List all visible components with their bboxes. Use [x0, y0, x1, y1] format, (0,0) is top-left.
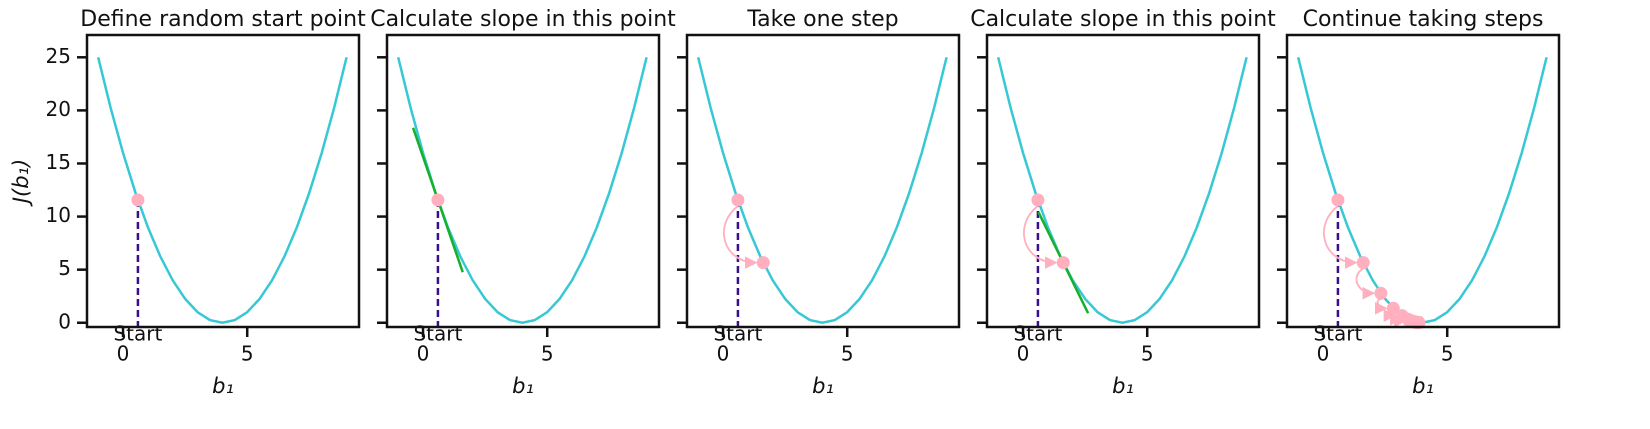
step-point — [131, 193, 145, 207]
x-axis-label: b₁ — [512, 374, 534, 398]
x-tick-label: 5 — [241, 342, 254, 366]
subplot: Define random start point 0 5 10 15 20 25 0 5 b₁ J… — [9, 7, 366, 398]
step-arrow — [1323, 205, 1358, 269]
y-tick-label: 20 — [46, 97, 71, 121]
x-tick-label: 0 — [117, 342, 130, 366]
annotation: Start — [1013, 322, 1062, 346]
x-tick-label: 0 — [417, 342, 430, 366]
x-tick-label: 0 — [717, 342, 730, 366]
x-tick-label: 5 — [841, 342, 854, 366]
step-point — [1031, 193, 1045, 207]
step-point — [431, 193, 445, 207]
step-arrow — [723, 205, 758, 269]
subplot-title: Define random start point — [80, 7, 366, 32]
step-arrow — [1355, 267, 1376, 300]
step-arrow — [1374, 298, 1388, 315]
annotation: Start — [713, 322, 762, 346]
y-axis-label: J(b₁) — [9, 159, 33, 207]
step-point — [1056, 256, 1070, 270]
annotation: Start — [113, 322, 162, 346]
step-point — [756, 256, 770, 270]
axes-frame — [1285, 33, 1561, 329]
axes-frame — [385, 33, 661, 329]
subplot-title: Calculate slope in this point — [970, 7, 1276, 32]
step-point — [731, 193, 745, 207]
x-tick-label: 5 — [1441, 342, 1454, 366]
step-point — [1374, 286, 1388, 300]
curve — [996, 56, 1248, 325]
axes-frame — [985, 33, 1261, 329]
annotation: Start — [413, 322, 462, 346]
x-tick-label: 5 — [541, 342, 554, 366]
annotation: Start — [1313, 322, 1362, 346]
axes-frame — [85, 33, 361, 329]
curve — [696, 56, 948, 325]
step-point — [1356, 256, 1370, 270]
curve — [96, 56, 348, 325]
y-tick-label: 25 — [46, 44, 71, 68]
y-tick-label: 5 — [58, 256, 71, 280]
subplot-title: Take one step — [746, 7, 898, 32]
y-tick-label: 10 — [46, 203, 71, 227]
axes-frame — [685, 33, 961, 329]
step-arrow — [1023, 205, 1058, 269]
subplot-title: Continue taking steps — [1303, 7, 1544, 32]
x-axis-label: b₁ — [212, 374, 234, 398]
subplot: Take one step 0 5 b₁ Start — [677, 7, 961, 398]
y-tick-label: 0 — [58, 309, 71, 333]
subplot: Calculate slope in this point 0 5 b₁ Start — [370, 7, 676, 398]
x-axis-label: b₁ — [812, 374, 834, 398]
step-point — [1331, 193, 1345, 207]
x-axis-label: b₁ — [1412, 374, 1434, 398]
x-axis-label: b₁ — [1112, 374, 1134, 398]
x-tick-label: 5 — [1141, 342, 1154, 366]
curve — [1296, 56, 1548, 325]
subplot: Calculate slope in this point 0 5 b₁ Start — [970, 7, 1276, 398]
step-point — [1386, 301, 1400, 315]
x-tick-label: 0 — [1017, 342, 1030, 366]
subplot: Continue taking steps 0 5 b₁ Start — [1277, 7, 1561, 398]
subplot-title: Calculate slope in this point — [370, 7, 676, 32]
x-tick-label: 0 — [1317, 342, 1330, 366]
y-tick-label: 15 — [46, 150, 71, 174]
